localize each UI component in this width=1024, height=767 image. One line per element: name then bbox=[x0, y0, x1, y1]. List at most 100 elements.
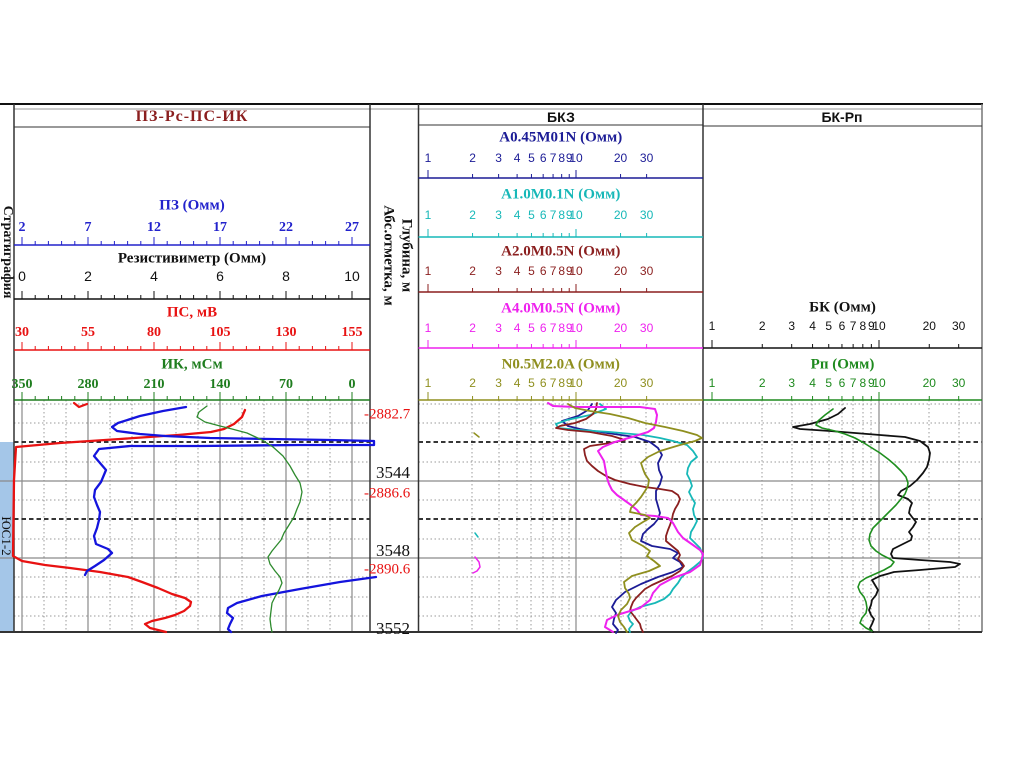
scale-label: 10 bbox=[569, 376, 583, 390]
scale-label: 4 bbox=[809, 319, 816, 333]
scale-label: 10 bbox=[344, 268, 360, 284]
scale-label: 4 bbox=[514, 376, 521, 390]
scale-label: 5 bbox=[825, 319, 832, 333]
scale-label: 4 bbox=[514, 264, 521, 278]
scale-label: 2 bbox=[469, 376, 476, 390]
scale-label: 7 bbox=[550, 321, 557, 335]
scale-label: 10 bbox=[872, 376, 886, 390]
axis-title: ПЗ (Омм) bbox=[159, 197, 224, 213]
scale-label: 1 bbox=[709, 376, 716, 390]
curve-pz-lower bbox=[225, 575, 378, 634]
axis-title: БК (Омм) bbox=[809, 299, 876, 315]
scale-label: 55 bbox=[81, 325, 95, 340]
depth-label: 3544 bbox=[376, 463, 411, 482]
scale-label: 6 bbox=[839, 319, 846, 333]
scale-label: 7 bbox=[550, 376, 557, 390]
abs-mark-column-title: Абс.отметка, м bbox=[380, 205, 397, 306]
depth-label: -2886.6 bbox=[364, 485, 411, 501]
scale-label: 80 bbox=[147, 325, 161, 340]
scale-label: 6 bbox=[540, 321, 547, 335]
curve-ps-top-tick bbox=[72, 401, 89, 409]
depth-label: -2890.6 bbox=[364, 561, 411, 577]
scale-label: 17 bbox=[213, 220, 227, 235]
scale-label: 8 bbox=[558, 376, 565, 390]
scale-label: 8 bbox=[859, 319, 866, 333]
scale-label: 20 bbox=[614, 321, 628, 335]
scale-label: 1 bbox=[425, 376, 432, 390]
scale-label: 3 bbox=[495, 264, 502, 278]
scale-label: 8 bbox=[859, 376, 866, 390]
scale-label: 350 bbox=[12, 377, 33, 392]
scale-label: 30 bbox=[640, 208, 654, 222]
scale-label: 140 bbox=[210, 377, 231, 392]
scale-label: 2 bbox=[469, 321, 476, 335]
scale-label: 4 bbox=[809, 376, 816, 390]
scale-label: 2 bbox=[759, 319, 766, 333]
scale-label: 210 bbox=[144, 377, 165, 392]
scale-label: 3 bbox=[495, 151, 502, 165]
curve-bkz-n05 bbox=[567, 403, 703, 633]
scale-label: 8 bbox=[558, 264, 565, 278]
scale-label: 30 bbox=[640, 151, 654, 165]
scale-label: 5 bbox=[825, 376, 832, 390]
scale-label: 20 bbox=[614, 208, 628, 222]
axis-title: A2.0M0.5N (Омм) bbox=[501, 243, 620, 259]
axis-title: ПС, мВ bbox=[167, 304, 217, 320]
scale-label: 2 bbox=[469, 151, 476, 165]
scale-label: 6 bbox=[216, 268, 224, 284]
scale-label: 7 bbox=[550, 151, 557, 165]
scale-label: 8 bbox=[558, 208, 565, 222]
scale-label: 1 bbox=[425, 264, 432, 278]
scale-label: 9 bbox=[868, 319, 875, 333]
scale-label: 20 bbox=[614, 376, 628, 390]
depth-column-title: Глубина, м bbox=[398, 218, 415, 293]
scale-label: 20 bbox=[614, 264, 628, 278]
scale-label: 10 bbox=[569, 151, 583, 165]
scale-label: 8 bbox=[558, 321, 565, 335]
depth-label: -2882.7 bbox=[364, 406, 411, 422]
scale-label: 5 bbox=[528, 376, 535, 390]
axis-title: Резистивиметр (Омм) bbox=[118, 250, 266, 266]
scale-label: 2 bbox=[19, 220, 26, 235]
scale-label: 20 bbox=[923, 319, 937, 333]
scale-label: 9 bbox=[566, 321, 573, 335]
scale-label: 9 bbox=[566, 264, 573, 278]
scale-label: 2 bbox=[469, 264, 476, 278]
scale-label: 7 bbox=[850, 376, 857, 390]
scale-label: 3 bbox=[788, 319, 795, 333]
scale-label: 4 bbox=[514, 321, 521, 335]
scale-label: 2 bbox=[469, 208, 476, 222]
scale-label: 7 bbox=[85, 220, 92, 235]
scale-label: 280 bbox=[78, 377, 99, 392]
scale-label: 30 bbox=[952, 376, 966, 390]
curve-bkz-a045 bbox=[561, 403, 684, 634]
scale-label: 5 bbox=[528, 151, 535, 165]
scale-label: 4 bbox=[514, 208, 521, 222]
scale-label: 3 bbox=[495, 208, 502, 222]
scale-label: 9 bbox=[566, 208, 573, 222]
curve-bk bbox=[792, 407, 961, 633]
scale-label: 105 bbox=[210, 325, 231, 340]
scale-label: 9 bbox=[566, 376, 573, 390]
scale-label: 27 bbox=[345, 220, 359, 235]
scale-label: 3 bbox=[495, 376, 502, 390]
scale-label: 30 bbox=[640, 321, 654, 335]
scale-label: 3 bbox=[495, 321, 502, 335]
bkz-track-title: БКЗ bbox=[547, 109, 575, 125]
scale-label: 7 bbox=[850, 319, 857, 333]
scale-label: 1 bbox=[425, 321, 432, 335]
scale-label: 6 bbox=[540, 208, 547, 222]
scale-label: 5 bbox=[528, 321, 535, 335]
scale-label: 6 bbox=[540, 151, 547, 165]
scale-label: 22 bbox=[279, 220, 293, 235]
scale-label: 7 bbox=[550, 264, 557, 278]
depth-label: 3548 bbox=[376, 541, 410, 560]
scale-label: 5 bbox=[528, 208, 535, 222]
scale-label: 4 bbox=[150, 268, 158, 284]
scale-label: 6 bbox=[540, 264, 547, 278]
scale-label: 2 bbox=[759, 376, 766, 390]
scale-label: 30 bbox=[952, 319, 966, 333]
axis-title: A1.0M0.1N (Омм) bbox=[501, 186, 620, 202]
